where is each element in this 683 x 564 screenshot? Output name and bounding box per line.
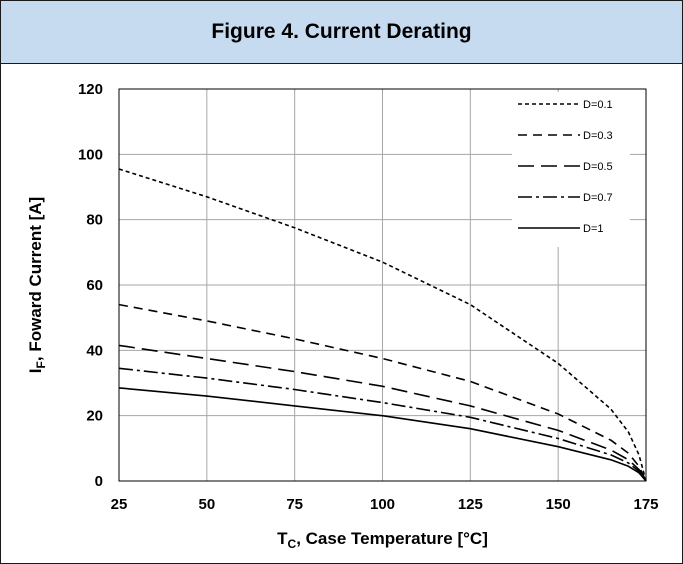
x-tick-label: 50 (198, 496, 215, 513)
series-line (118, 303, 647, 482)
x-tick-label: 100 (370, 496, 395, 513)
series-line (118, 168, 647, 482)
series-line (118, 367, 647, 482)
x-tick-labels: 25 50 75 100 125 150 175 (111, 496, 659, 513)
x-tick-label: 75 (286, 496, 303, 513)
x-tick-label: 125 (458, 496, 483, 513)
x-axis-label-main: T (277, 529, 288, 548)
y-axis-label-sub: F (34, 361, 48, 368)
legend-label: D=1 (583, 223, 604, 235)
y-axis-label-rest: , Foward Current [A] (26, 197, 45, 361)
y-tick-label: 60 (86, 277, 103, 294)
y-tick-label: 20 (86, 408, 103, 425)
y-tick-label: 0 (95, 473, 103, 490)
legend-background (512, 92, 630, 247)
legend-label: D=0.1 (583, 99, 613, 111)
legend-label: D=0.7 (583, 192, 613, 204)
x-axis-label-rest: , Case Temperature [°C] (296, 529, 488, 548)
x-axis-label-sub: C (288, 537, 297, 551)
legend-label: D=0.3 (583, 130, 613, 142)
figure-title: Figure 4. Current Derating (211, 20, 472, 43)
series-layer (118, 168, 647, 482)
legend: D=0.1 D=0.3 D=0.5 D=0.7 D=1 (512, 92, 630, 247)
y-axis-label: IF, Foward Current [A] (26, 197, 48, 373)
x-tick-label: 150 (546, 496, 571, 513)
y-tick-labels: 0 20 40 60 80 100 120 (78, 81, 103, 490)
y-tick-label: 80 (86, 212, 103, 229)
x-axis-label: TC, Case Temperature [°C] (277, 529, 488, 551)
series-line (118, 344, 647, 482)
series-line (118, 387, 647, 482)
y-tick-label: 120 (78, 81, 103, 98)
figure-title-bar: Figure 4. Current Derating (1, 1, 682, 64)
x-tick-label: 25 (111, 496, 128, 513)
y-tick-label: 40 (86, 342, 103, 359)
plot-border (118, 88, 647, 482)
y-tick-label: 100 (78, 146, 103, 163)
legend-label: D=0.5 (583, 161, 613, 173)
x-tick-label: 175 (633, 496, 658, 513)
y-axis-label-main: I (26, 368, 45, 373)
